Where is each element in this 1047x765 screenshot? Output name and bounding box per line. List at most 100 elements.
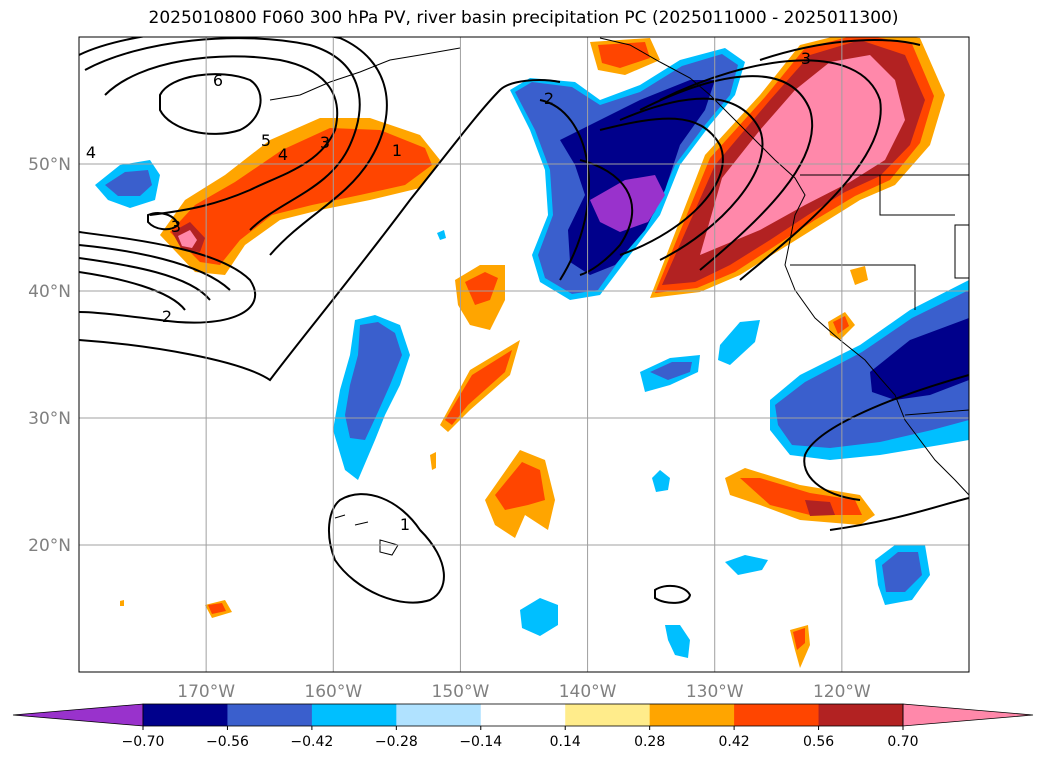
pv-label: 4: [278, 145, 288, 164]
shade-pos-f5-red: [833, 316, 849, 334]
shade-pos-nw-pink: [178, 230, 197, 248]
colorbar-tick-label: −0.70: [122, 734, 165, 750]
shade-neg-se-navy: [870, 318, 969, 400]
colorbar-tick-label: 0.56: [803, 734, 834, 750]
shade-pos-f2-red: [445, 350, 512, 425]
pv-contour-ne-e: [659, 59, 882, 281]
colorbar-segment: [227, 704, 313, 726]
pv-label: 1: [400, 515, 410, 534]
lat-tick-label: 30°N: [28, 409, 71, 429]
pv-contour-6: [159, 73, 262, 135]
lat-ticks: 20°N 30°N 40°N 50°N: [28, 155, 71, 556]
shade-pos-f1-red: [465, 272, 498, 305]
lon-tick-label: 120°W: [813, 682, 871, 702]
shade-pos-f3-red: [495, 462, 545, 510]
gridlines: [79, 37, 969, 672]
shade-neg-b1-royal: [650, 362, 692, 380]
pv-contour-5: [104, 55, 339, 216]
chart-title: 2025010800 F060 300 hPa PV, river basin …: [148, 8, 899, 28]
colorbar-segment: [565, 704, 651, 726]
coast-na-west: [599, 37, 969, 496]
shade-neg-b6: [725, 555, 768, 575]
map-frame: [78, 36, 970, 673]
colorbar-segment: [818, 704, 904, 726]
shade-pos-f10: [120, 600, 124, 606]
pv-label: 3: [320, 133, 330, 152]
pv-contour-ne-b: [599, 117, 724, 256]
border-states-2: [790, 264, 916, 310]
shade-pos-f4-darkred: [805, 500, 835, 516]
lat-tick-label: 40°N: [28, 282, 71, 302]
shade-pos-f6: [850, 266, 868, 285]
shade-neg-nw-royal: [105, 170, 152, 196]
pv-contour-ne-a: [579, 159, 634, 276]
colorbar-tick-label: −0.28: [375, 734, 418, 750]
pv-contour-l1: [79, 244, 231, 291]
colorbar-extend-low: [12, 703, 144, 727]
shade-pos-ne-pink: [700, 55, 905, 255]
shade-pos-f8-red: [208, 603, 226, 614]
colorbar-segment: [396, 704, 482, 726]
colorbar-tick-label: 0.14: [550, 734, 581, 750]
colorbar-extend-high: [902, 703, 1034, 727]
pv-contours: [79, 37, 969, 604]
pv-contour-ne-d: [639, 75, 813, 271]
lon-tick-label: 160°W: [304, 682, 362, 702]
shade-pos-f9: [430, 452, 436, 470]
pv-label: 4: [86, 143, 96, 162]
map-area: 6 5 4 3 2 1 3 2 1 4 3: [79, 37, 969, 672]
pv-contour-4: [84, 37, 361, 231]
colorbar-tick-label: 0.28: [634, 734, 665, 750]
lon-tick-label: 170°W: [177, 682, 235, 702]
colorbar-tick-label: −0.42: [290, 734, 333, 750]
pv-contour-l2: [79, 257, 211, 301]
border-us-mexico: [904, 409, 969, 416]
border-states-3: [954, 224, 969, 279]
shade-neg-b2: [718, 320, 760, 365]
pv-contour-ne-3: [759, 39, 921, 61]
lat-tick-label: 20°N: [28, 536, 71, 556]
colorbar-frame: [142, 703, 904, 727]
shade-neg-b3-royal: [882, 552, 922, 592]
colorbar-tick-label: 0.42: [719, 734, 750, 750]
shade-neg-b7: [652, 470, 670, 492]
shade-neg-ne-navy: [560, 80, 715, 275]
pv-labels: 6 5 4 3 2 1 3 2 1 4 3: [86, 49, 811, 534]
pv-contour-small-3: [147, 212, 180, 231]
pv-label: 3: [801, 49, 811, 68]
pv-label: 2: [544, 89, 554, 108]
shade-neg-b5: [665, 625, 690, 658]
pv-contour-small: [654, 584, 692, 604]
hawaii: [334, 514, 399, 556]
shade-neg-b8: [437, 230, 446, 240]
lon-tick-label: 130°W: [686, 682, 744, 702]
shade-neg-b4: [520, 598, 558, 636]
shade-pos-f7-red: [793, 628, 805, 650]
colorbar-tick-label: 0.70: [887, 734, 918, 750]
pv-label: 3: [171, 217, 181, 236]
pv-contour-se-1: [803, 374, 969, 501]
pv-contour-se-2: [829, 497, 969, 531]
shade-pos-nw-red: [170, 128, 432, 265]
colorbar-segment: [734, 704, 820, 726]
pv-contour-1: [79, 79, 561, 382]
pv-contour-ne-c: [619, 97, 764, 261]
colorbar-segment: [311, 704, 397, 726]
lon-ticks: 170°W 160°W 150°W 140°W 130°W 120°W: [177, 682, 871, 702]
lon-tick-label: 140°W: [559, 682, 617, 702]
pv-contour-l3: [79, 271, 186, 311]
pv-label: 5: [261, 131, 271, 150]
shade-neg-ne-purple: [590, 175, 665, 232]
colorbar-segment: [480, 704, 566, 726]
pv-label: 6: [213, 71, 223, 90]
colorbar-tick-label: −0.56: [206, 734, 249, 750]
border-states-1: [879, 175, 955, 216]
coastlines: [269, 37, 969, 556]
shade-neg-center-royal: [345, 322, 402, 440]
colorbar: −0.70 −0.56 −0.42 −0.28 −0.14 0.14 0.28 0.42 0.5…: [12, 703, 1034, 750]
pv-label: 2: [162, 307, 172, 326]
pv-contour-3: [79, 37, 388, 256]
shade-pos-f4-red: [740, 478, 862, 515]
lon-tick-label: 150°W: [432, 682, 490, 702]
